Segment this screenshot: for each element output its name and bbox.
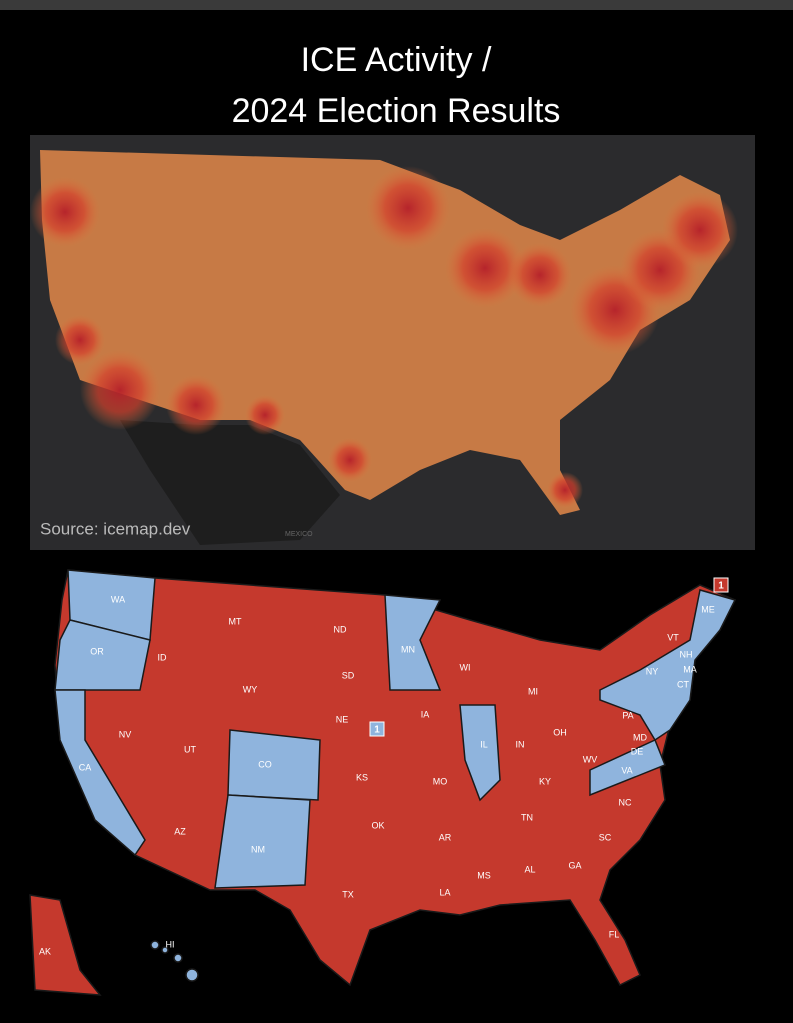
heatmap-mexico	[120, 420, 340, 545]
state-shape	[384, 594, 442, 691]
state-label: WV	[583, 754, 598, 764]
state-shape	[459, 704, 501, 802]
state-shape	[185, 968, 199, 982]
state-label: MO	[433, 776, 448, 786]
state-label: TN	[521, 812, 533, 822]
state-label: NC	[619, 797, 632, 807]
state-label: IA	[421, 709, 430, 719]
state-label: WY	[243, 684, 258, 694]
badge	[369, 721, 385, 737]
state-label: PA	[622, 710, 633, 720]
state-label: OH	[553, 727, 567, 737]
state-label: VT	[667, 632, 679, 642]
state-label: IN	[516, 739, 525, 749]
state-label: FL	[609, 929, 620, 939]
state-label: MA	[683, 664, 697, 674]
state-shape	[29, 894, 102, 996]
state-label: KY	[539, 776, 551, 786]
source-text: Source: icemap.dev	[40, 519, 191, 538]
state-label: ME	[701, 604, 715, 614]
state-label: NE	[336, 714, 349, 724]
state-label: MD	[633, 732, 647, 742]
state-label: NV	[119, 729, 132, 739]
state-label: WA	[111, 594, 125, 604]
state-label: AR	[439, 832, 452, 842]
state-label: MN	[401, 644, 415, 654]
state-label: NY	[646, 666, 659, 676]
state-shape	[54, 689, 146, 857]
country-label: MEXICO	[285, 531, 313, 538]
state-label: TX	[342, 889, 354, 899]
state-label: AL	[524, 864, 535, 874]
title-line: 2024 Election Results	[232, 92, 561, 130]
state-label: GA	[568, 860, 581, 870]
state-label: UT	[184, 744, 196, 754]
state-label: AZ	[174, 826, 186, 836]
state-label: SD	[342, 670, 355, 680]
heat-blobs	[30, 166, 738, 508]
state-shape	[214, 794, 311, 889]
state-label: IL	[480, 739, 488, 749]
state-label: MI	[528, 686, 538, 696]
badge	[713, 577, 729, 593]
state-label: CT	[677, 679, 689, 689]
top-bar	[0, 0, 793, 10]
state-shape	[161, 946, 169, 954]
election-map: WA OR CA ID NV MT WY UT AZ CO NM ND SD NE KS OK TX MN IA MO…	[29, 569, 737, 996]
state-label: HI	[166, 939, 175, 949]
state-label: MT	[229, 616, 242, 626]
state-label: ND	[334, 624, 347, 634]
state-label: NM	[251, 844, 265, 854]
state-shape	[589, 738, 666, 797]
state-label: NH	[680, 649, 693, 659]
state-label: DE	[631, 746, 644, 756]
state-shape	[173, 953, 183, 963]
state-label: WI	[460, 662, 471, 672]
state-label: KS	[356, 772, 368, 782]
state-shape	[599, 589, 737, 742]
state-shape	[54, 619, 151, 691]
state-shape	[150, 940, 160, 950]
heatmap-us	[40, 150, 730, 515]
state-label: AK	[39, 946, 51, 956]
state-shape	[227, 729, 321, 801]
state-label: VA	[621, 765, 632, 775]
state-label: CO	[258, 759, 272, 769]
state-label: SC	[599, 832, 612, 842]
state-label: OR	[90, 646, 104, 656]
state-label: LA	[439, 887, 450, 897]
badge-label: 1	[718, 581, 724, 592]
state-label: ID	[158, 652, 168, 662]
badge-label: 1	[374, 725, 380, 736]
state-label: CA	[79, 762, 92, 772]
state-label: MS	[477, 870, 491, 880]
title-line: ICE Activity /	[301, 41, 492, 79]
state-label: OK	[371, 820, 384, 830]
